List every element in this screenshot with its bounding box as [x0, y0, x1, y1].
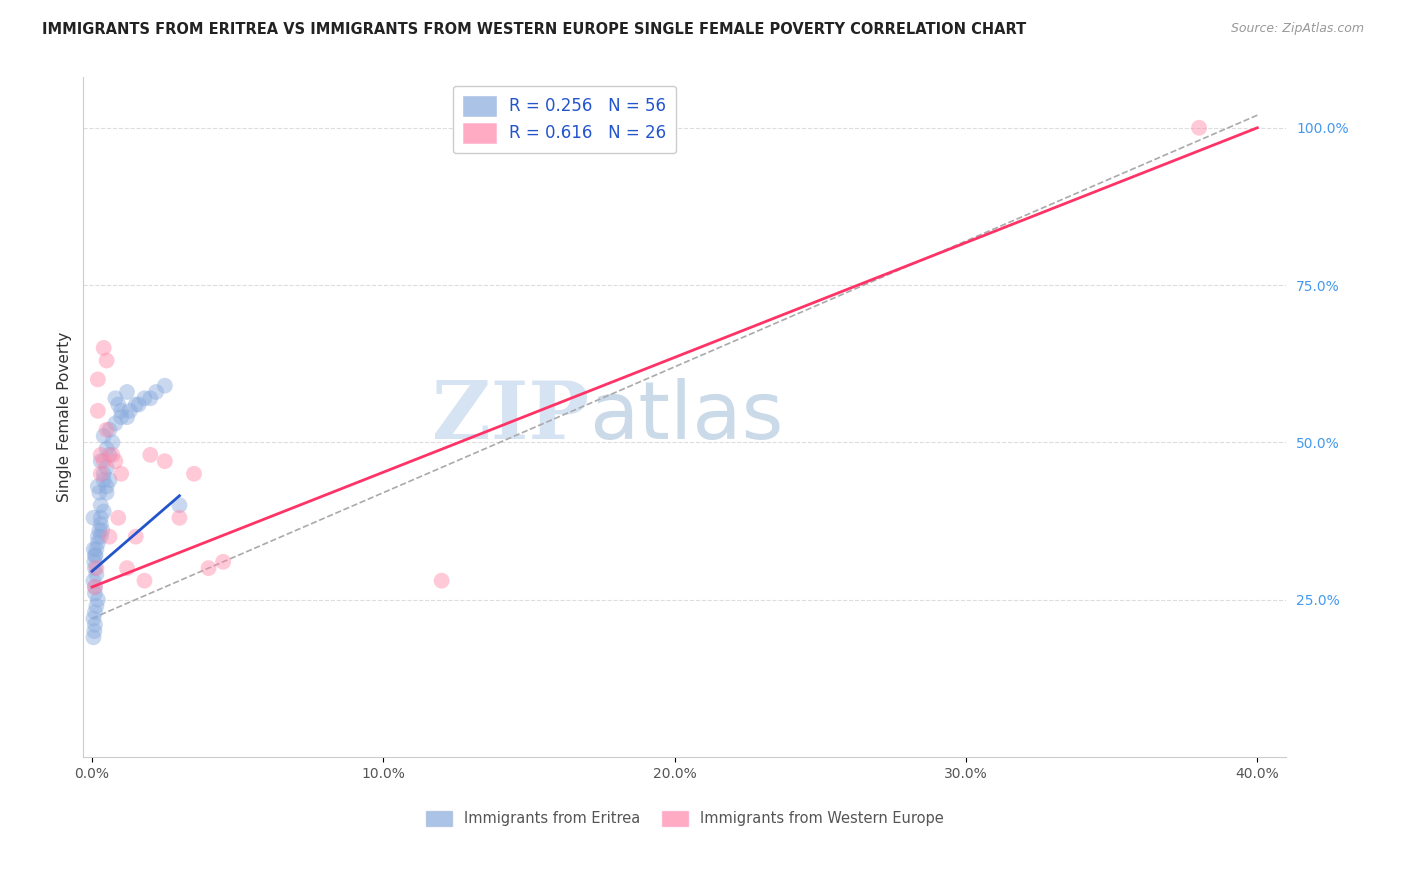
Text: IMMIGRANTS FROM ERITREA VS IMMIGRANTS FROM WESTERN EUROPE SINGLE FEMALE POVERTY : IMMIGRANTS FROM ERITREA VS IMMIGRANTS FR… [42, 22, 1026, 37]
Point [82, 611, 104, 625]
Point [197, 561, 219, 575]
Point [98, 423, 121, 437]
Point [96, 479, 118, 493]
Point [128, 398, 150, 412]
Point [87, 479, 110, 493]
Point [84, 586, 107, 600]
Point [96, 460, 118, 475]
Point [90, 510, 112, 524]
Point [139, 391, 162, 405]
Point [83, 624, 105, 638]
Point [145, 384, 167, 399]
Point [153, 454, 176, 468]
Point [1188, 120, 1211, 135]
Point [86, 542, 108, 557]
Point [86, 599, 108, 613]
Point [98, 530, 121, 544]
Text: Source: ZipAtlas.com: Source: ZipAtlas.com [1230, 22, 1364, 36]
Y-axis label: Single Female Poverty: Single Female Poverty [58, 332, 72, 502]
Point [84, 580, 107, 594]
Legend: Immigrants from Eritrea, Immigrants from Western Europe: Immigrants from Eritrea, Immigrants from… [420, 805, 949, 832]
Point [110, 467, 132, 481]
Point [93, 454, 115, 468]
Point [84, 549, 107, 563]
Point [84, 580, 107, 594]
Point [82, 574, 104, 588]
Point [169, 498, 191, 512]
Text: ZIP: ZIP [432, 378, 589, 456]
Point [107, 510, 129, 524]
Point [93, 504, 115, 518]
Point [87, 592, 110, 607]
Point [93, 467, 115, 481]
Point [83, 555, 105, 569]
Point [91, 524, 114, 538]
Point [96, 442, 118, 456]
Point [90, 467, 112, 481]
Point [96, 353, 118, 368]
Point [98, 448, 121, 462]
Point [87, 536, 110, 550]
Point [87, 372, 110, 386]
Text: atlas: atlas [589, 378, 783, 456]
Point [104, 454, 127, 468]
Point [93, 473, 115, 487]
Point [115, 561, 138, 575]
Point [212, 555, 235, 569]
Point [139, 448, 162, 462]
Point [90, 530, 112, 544]
Point [87, 404, 110, 418]
Point [90, 454, 112, 468]
Point [104, 417, 127, 431]
Point [101, 448, 124, 462]
Point [90, 448, 112, 462]
Point [82, 510, 104, 524]
Point [115, 410, 138, 425]
Point [118, 404, 141, 418]
Point [125, 530, 148, 544]
Point [84, 561, 107, 575]
Point [101, 435, 124, 450]
Point [183, 467, 205, 481]
Point [86, 561, 108, 575]
Point [87, 530, 110, 544]
Point [84, 549, 107, 563]
Point [89, 485, 111, 500]
Point [107, 398, 129, 412]
Point [96, 423, 118, 437]
Point [96, 485, 118, 500]
Point [93, 429, 115, 443]
Point [134, 391, 156, 405]
Point [104, 391, 127, 405]
Point [83, 542, 105, 557]
Point [90, 498, 112, 512]
Point [84, 617, 107, 632]
Point [90, 517, 112, 532]
Point [93, 341, 115, 355]
Point [98, 473, 121, 487]
Point [89, 524, 111, 538]
Point [82, 630, 104, 644]
Point [153, 378, 176, 392]
Point [125, 398, 148, 412]
Point [84, 605, 107, 619]
Point [110, 404, 132, 418]
Point [169, 510, 191, 524]
Point [134, 574, 156, 588]
Point [115, 384, 138, 399]
Point [430, 574, 453, 588]
Point [110, 410, 132, 425]
Point [86, 567, 108, 582]
